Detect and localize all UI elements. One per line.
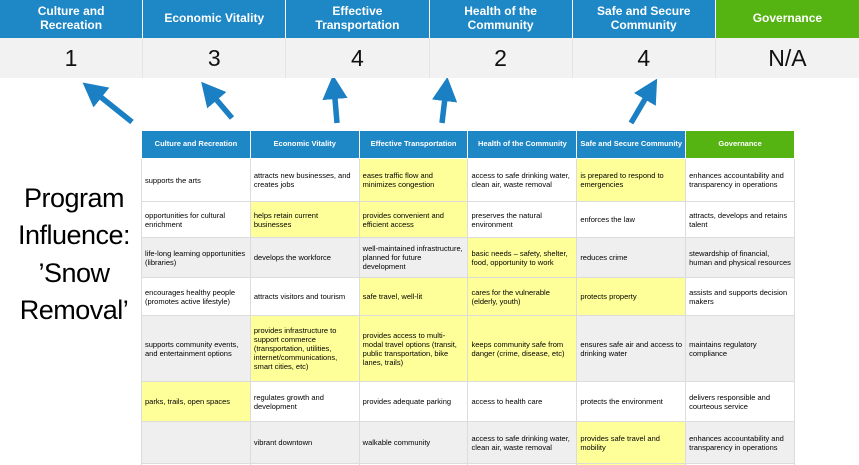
priority-banner: Culture and Recreation Economic Vitality…	[0, 0, 859, 38]
banner-cell-health-community: Health of the Community	[429, 0, 573, 38]
matrix-header-effective-transportation: Effective Transportation	[358, 130, 469, 159]
matrix-cell: assists and supports decision makers	[685, 277, 795, 316]
matrix-cell: is prepared to respond to emergencies	[576, 158, 687, 202]
matrix-header-row: Culture and Recreation Economic Vitality…	[141, 130, 795, 159]
program-influence-label: Program Influence: ’Snow Removal’	[17, 183, 131, 325]
banner-cell-culture-recreation: Culture and Recreation	[0, 0, 144, 38]
score-culture-recreation: 1	[0, 38, 144, 78]
table-row: parks, trails, open spaces regulates grow…	[141, 381, 795, 422]
matrix-cell: parks, trails, open spaces	[141, 381, 251, 422]
table-row: opportunities for cultural enrichment hel…	[141, 201, 795, 238]
score-safe-secure: 4	[572, 38, 716, 78]
matrix-cell: provides infrastructure to support comme…	[249, 315, 360, 382]
matrix-cell: basic needs – safety, shelter, food, opp…	[467, 237, 578, 278]
program-influence-arrows	[82, 78, 658, 125]
score-row: 1 3 4 2 4 N/A	[0, 38, 859, 78]
arrow-icon	[201, 81, 235, 120]
table-row: encourages healthy people (promotes acti…	[141, 277, 795, 316]
banner-label: Governance	[752, 11, 823, 26]
matrix-cell	[141, 421, 251, 464]
matrix-cell: safe travel, well-lit	[358, 277, 469, 316]
matrix-cell: attracts new businesses, and creates job…	[249, 158, 360, 202]
banner-label: Safe and Secure Community	[597, 4, 691, 32]
matrix-header-governance: Governance	[685, 130, 795, 159]
matrix-cell: cares for the vulnerable (elderly, youth…	[467, 277, 578, 316]
matrix-cell: access to health care	[467, 381, 578, 422]
matrix-cell: access to safe drinking water, clean air…	[467, 421, 578, 464]
matrix-body: supports the arts attracts new businesses…	[141, 158, 795, 465]
banner-label: Economic Vitality	[164, 11, 265, 26]
priority-matrix-table: Culture and Recreation Economic Vitality…	[141, 130, 795, 465]
matrix-cell: supports the arts	[141, 158, 251, 202]
banner-cell-economic-vitality: Economic Vitality	[143, 0, 287, 38]
matrix-cell: ensures safe air and access to drinking …	[576, 315, 687, 382]
matrix-cell: delivers responsible and courteous servi…	[685, 381, 795, 422]
matrix-cell: protects the environment	[576, 381, 687, 422]
matrix-cell: provides access to multi-modal travel op…	[358, 315, 469, 382]
matrix-header-safe-secure: Safe and Secure Community	[576, 130, 687, 159]
matrix-header-culture-recreation: Culture and Recreation	[141, 130, 251, 159]
matrix-header-economic-vitality: Economic Vitality	[249, 130, 360, 159]
matrix-cell: life-long learning opportunities (librar…	[141, 237, 251, 278]
arrow-icon	[82, 82, 134, 125]
arrow-icon	[322, 78, 348, 124]
banner-cell-safe-secure: Safe and Secure Community	[572, 0, 716, 38]
banner-cell-governance: Governance	[715, 0, 859, 38]
matrix-cell: develops the workforce	[249, 237, 360, 278]
banner-label: Effective Transportation	[315, 4, 400, 32]
matrix-cell: enhances accountability and transparency…	[685, 158, 795, 202]
matrix-cell: attracts, develops and retains talent	[685, 201, 795, 238]
banner-label: Culture and Recreation	[37, 4, 105, 32]
matrix-header-health-community: Health of the Community	[467, 130, 578, 159]
table-row: vibrant downtown walkable community access…	[141, 421, 795, 464]
matrix-cell: enhances accountability and transparency…	[685, 421, 795, 464]
matrix-cell: keeps community safe from danger (crime,…	[467, 315, 578, 382]
matrix-cell: walkable community	[358, 421, 469, 464]
score-economic-vitality: 3	[143, 38, 287, 78]
arrow-icon	[432, 78, 458, 124]
matrix-cell: stewardship of financial, human and phys…	[685, 237, 795, 278]
matrix-cell: preserves the natural environment	[467, 201, 578, 238]
banner-label: Health of the Community	[464, 4, 537, 32]
matrix-cell: enforces the law	[576, 201, 687, 238]
matrix-cell: encourages healthy people (promotes acti…	[141, 277, 251, 316]
matrix-cell: opportunities for cultural enrichment	[141, 201, 251, 238]
score-health-community: 2	[429, 38, 573, 78]
matrix-cell: reduces crime	[576, 237, 687, 278]
matrix-cell	[685, 463, 795, 465]
score-governance: N/A	[715, 38, 859, 78]
banner-cell-effective-transportation: Effective Transportation	[286, 0, 430, 38]
matrix-cell: access to safe drinking water, clean air…	[467, 158, 578, 202]
table-row: looks after it's most vulnerable	[141, 463, 795, 465]
matrix-cell: maintains regulatory compliance	[685, 315, 795, 382]
matrix-cell: supports community events, and entertain…	[141, 315, 251, 382]
matrix-cell: attracts visitors and tourism	[249, 277, 360, 316]
matrix-cell: eases traffic flow and minimizes congest…	[358, 158, 469, 202]
table-row: life-long learning opportunities (librar…	[141, 237, 795, 278]
table-row: supports the arts attracts new businesses…	[141, 158, 795, 202]
score-effective-transportation: 4	[286, 38, 430, 78]
matrix-cell: provides safe travel and mobility	[576, 421, 687, 464]
matrix-cell: vibrant downtown	[249, 421, 360, 464]
matrix-cell: provides adequate parking	[358, 381, 469, 422]
arrow-icon	[628, 78, 658, 125]
matrix-cell: well-maintained infrastructure, planned …	[358, 237, 469, 278]
matrix-cell: regulates growth and development	[249, 381, 360, 422]
matrix-cell: provides convenient and efficient access	[358, 201, 469, 238]
table-row: supports community events, and entertain…	[141, 315, 795, 382]
matrix-cell: helps retain current businesses	[249, 201, 360, 238]
matrix-cell: protects property	[576, 277, 687, 316]
